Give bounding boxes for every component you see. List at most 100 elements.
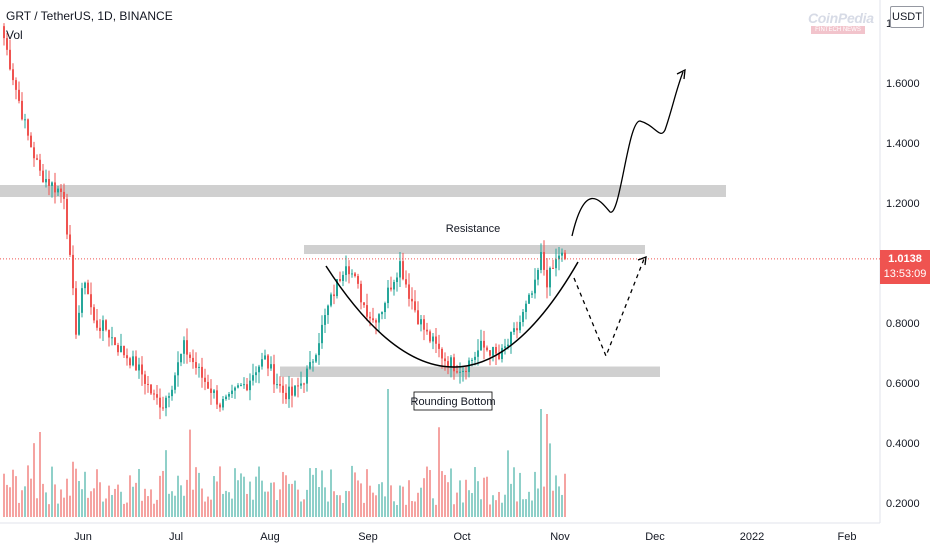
candle-body[interactable] bbox=[369, 316, 371, 319]
candle-body[interactable] bbox=[258, 366, 260, 373]
horizontal-zone[interactable] bbox=[304, 245, 645, 254]
candle-body[interactable] bbox=[522, 311, 524, 323]
candle-body[interactable] bbox=[96, 320, 98, 328]
candle-body[interactable] bbox=[495, 347, 497, 354]
candle-body[interactable] bbox=[159, 397, 161, 408]
candle-body[interactable] bbox=[102, 320, 104, 331]
candle-body[interactable] bbox=[486, 347, 488, 351]
candle-body[interactable] bbox=[558, 255, 560, 260]
candle-body[interactable] bbox=[27, 119, 29, 136]
candle-body[interactable] bbox=[327, 305, 329, 316]
candle-body[interactable] bbox=[237, 385, 239, 388]
candle-body[interactable] bbox=[135, 356, 137, 371]
candle-body[interactable] bbox=[546, 269, 548, 288]
candle-body[interactable] bbox=[87, 282, 89, 295]
candle-body[interactable] bbox=[132, 356, 134, 366]
candle-body[interactable] bbox=[36, 158, 38, 160]
candle-body[interactable] bbox=[450, 357, 452, 368]
candle-body[interactable] bbox=[141, 364, 143, 375]
candle-body[interactable] bbox=[186, 340, 188, 355]
candle-body[interactable] bbox=[114, 337, 116, 346]
candle-body[interactable] bbox=[234, 387, 236, 391]
candle-body[interactable] bbox=[552, 267, 554, 269]
candle-body[interactable] bbox=[405, 279, 407, 285]
candle-body[interactable] bbox=[90, 294, 92, 308]
candle-body[interactable] bbox=[480, 340, 482, 351]
candle-body[interactable] bbox=[147, 383, 149, 385]
candle-body[interactable] bbox=[126, 355, 128, 359]
candle-body[interactable] bbox=[219, 404, 221, 408]
candle-body[interactable] bbox=[198, 366, 200, 368]
candle-body[interactable] bbox=[345, 266, 347, 275]
candle-body[interactable] bbox=[252, 375, 254, 381]
candle-body[interactable] bbox=[210, 388, 212, 393]
candle-body[interactable] bbox=[510, 331, 512, 345]
candle-body[interactable] bbox=[375, 320, 377, 323]
candle-body[interactable] bbox=[213, 390, 215, 393]
candle-body[interactable] bbox=[225, 396, 227, 400]
candle-body[interactable] bbox=[216, 390, 218, 405]
candle-body[interactable] bbox=[360, 283, 362, 303]
bullish-projection-path[interactable] bbox=[571, 71, 684, 237]
candle-body[interactable] bbox=[483, 340, 485, 348]
candle-body[interactable] bbox=[330, 294, 332, 306]
candle-body[interactable] bbox=[168, 396, 170, 398]
candle-body[interactable] bbox=[393, 282, 395, 290]
candle-body[interactable] bbox=[171, 389, 173, 397]
candle-body[interactable] bbox=[444, 358, 446, 362]
candle-body[interactable] bbox=[411, 298, 413, 302]
candle-body[interactable] bbox=[306, 368, 308, 384]
candle-body[interactable] bbox=[534, 279, 536, 294]
candle-body[interactable] bbox=[351, 273, 353, 275]
candle-body[interactable] bbox=[408, 284, 410, 299]
candle-body[interactable] bbox=[390, 287, 392, 290]
candle-body[interactable] bbox=[156, 394, 158, 398]
candle-body[interactable] bbox=[492, 347, 494, 356]
candle-body[interactable] bbox=[270, 364, 272, 369]
candle-body[interactable] bbox=[282, 385, 284, 393]
rounding-bottom-curve[interactable] bbox=[325, 261, 579, 368]
candle-body[interactable] bbox=[513, 328, 515, 332]
candle-body[interactable] bbox=[84, 282, 86, 289]
candle-body[interactable] bbox=[531, 293, 533, 295]
candle-body[interactable] bbox=[39, 159, 41, 171]
candle-body[interactable] bbox=[192, 357, 194, 363]
candle-body[interactable] bbox=[564, 252, 566, 259]
candle-body[interactable] bbox=[339, 279, 341, 281]
candle-body[interactable] bbox=[312, 361, 314, 363]
candle-body[interactable] bbox=[180, 353, 182, 363]
candle-body[interactable] bbox=[42, 170, 44, 183]
candle-body[interactable] bbox=[309, 362, 311, 369]
candle-body[interactable] bbox=[249, 380, 251, 391]
candle-body[interactable] bbox=[231, 390, 233, 394]
candle-body[interactable] bbox=[285, 392, 287, 400]
candle-body[interactable] bbox=[201, 366, 203, 378]
candle-body[interactable] bbox=[240, 384, 242, 386]
candle-body[interactable] bbox=[387, 287, 389, 304]
candle-body[interactable] bbox=[402, 261, 404, 280]
candle-body[interactable] bbox=[129, 358, 131, 366]
candle-body[interactable] bbox=[459, 371, 461, 373]
candle-body[interactable] bbox=[288, 386, 290, 400]
candle-body[interactable] bbox=[429, 331, 431, 342]
candle-body[interactable] bbox=[423, 319, 425, 330]
candle-body[interactable] bbox=[57, 188, 59, 193]
candle-body[interactable] bbox=[348, 266, 350, 275]
candle-body[interactable] bbox=[183, 340, 185, 354]
candle-body[interactable] bbox=[399, 261, 401, 278]
candle-body[interactable] bbox=[51, 182, 53, 186]
candle-body[interactable] bbox=[426, 329, 428, 332]
candle-body[interactable] bbox=[3, 26, 5, 39]
candle-body[interactable] bbox=[21, 100, 23, 120]
candle-body[interactable] bbox=[336, 279, 338, 297]
candle-body[interactable] bbox=[414, 301, 416, 311]
candle-body[interactable] bbox=[354, 273, 356, 277]
candle-body[interactable] bbox=[555, 259, 557, 269]
candle-body[interactable] bbox=[543, 252, 545, 270]
candle-body[interactable] bbox=[477, 350, 479, 357]
candle-body[interactable] bbox=[267, 355, 269, 369]
candle-body[interactable] bbox=[372, 318, 374, 321]
candle-body[interactable] bbox=[222, 399, 224, 408]
candle-body[interactable] bbox=[99, 327, 101, 331]
